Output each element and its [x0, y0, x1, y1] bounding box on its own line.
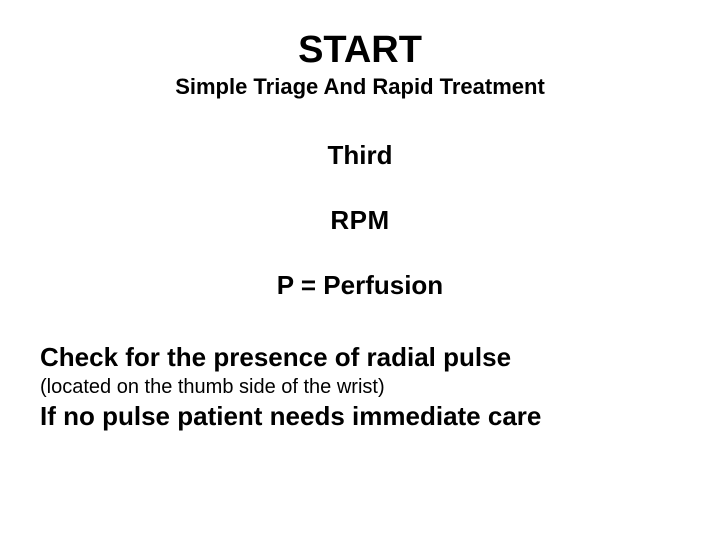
heading-rpm: RPM: [40, 205, 680, 236]
slide-title: START: [40, 30, 680, 72]
line-no-pulse: If no pulse patient needs immediate care: [40, 400, 680, 433]
body-text: Check for the presence of radial pulse (…: [40, 341, 680, 432]
heading-perfusion: P = Perfusion: [40, 270, 680, 301]
line-pulse-location: (located on the thumb side of the wrist): [40, 374, 680, 400]
line-check-pulse: Check for the presence of radial pulse: [40, 341, 680, 374]
slide-subtitle: Simple Triage And Rapid Treatment: [40, 74, 680, 100]
heading-third: Third: [40, 140, 680, 171]
slide-container: START Simple Triage And Rapid Treatment …: [0, 0, 720, 540]
